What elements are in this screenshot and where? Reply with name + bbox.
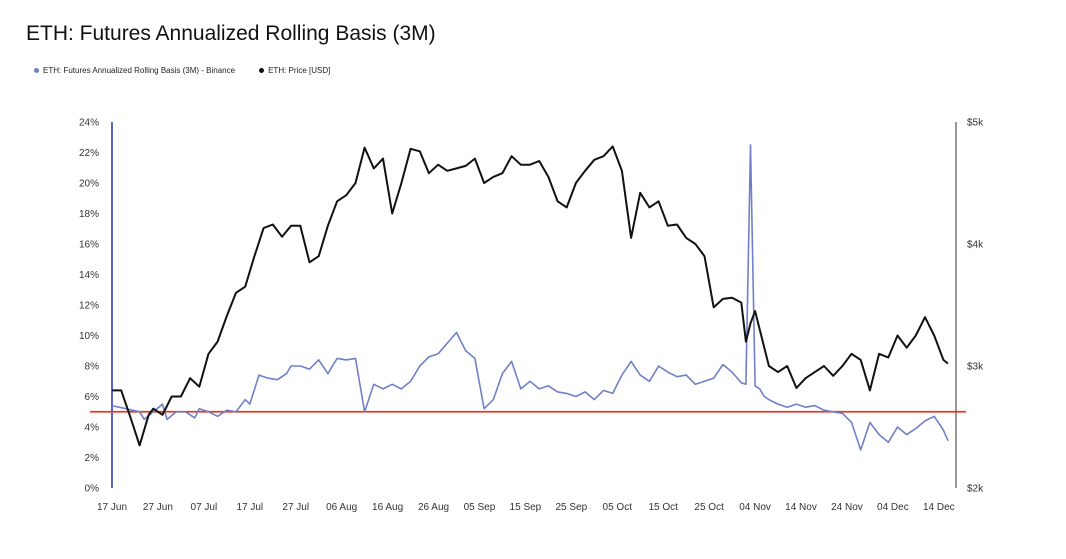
legend-dot-price bbox=[259, 68, 265, 73]
legend-item-price[interactable]: ETH: Price [USD] bbox=[259, 66, 330, 75]
y-left-tick-label: 6% bbox=[85, 392, 100, 403]
y-right-tick-label: $4k bbox=[967, 240, 984, 251]
x-tick-label: 25 Oct bbox=[694, 502, 724, 513]
x-tick-label: 17 Jun bbox=[97, 502, 127, 513]
y-left-tick-label: 20% bbox=[79, 179, 99, 190]
y-left-tick-label: 22% bbox=[79, 148, 99, 159]
series-line-price[interactable] bbox=[112, 145, 949, 447]
x-tick-label: 06 Aug bbox=[326, 502, 357, 513]
x-tick-label: 15 Oct bbox=[648, 502, 678, 513]
y-right-tick-label: $5k bbox=[967, 118, 984, 129]
x-tick-label: 05 Sep bbox=[464, 502, 496, 513]
x-tick-label: 16 Aug bbox=[372, 502, 403, 513]
y-left-tick-label: 4% bbox=[85, 423, 100, 434]
x-tick-label: 07 Jul bbox=[191, 502, 218, 513]
y-left-tick-label: 24% bbox=[79, 118, 99, 129]
x-tick-label: 26 Aug bbox=[418, 502, 449, 513]
legend-label-price: ETH: Price [USD] bbox=[268, 66, 331, 75]
chart-title: ETH: Futures Annualized Rolling Basis (3… bbox=[26, 22, 436, 45]
x-tick-label: 14 Dec bbox=[923, 502, 955, 513]
y-left-tick-label: 14% bbox=[79, 270, 99, 281]
y-left-tick-label: 8% bbox=[85, 362, 100, 373]
x-tick-label: 14 Nov bbox=[785, 502, 817, 513]
x-tick-label: 27 Jun bbox=[143, 502, 173, 513]
y-left-tick-label: 12% bbox=[79, 301, 99, 312]
x-tick-label: 25 Sep bbox=[555, 502, 587, 513]
legend-item-basis[interactable]: ETH: Futures Annualized Rolling Basis (3… bbox=[34, 66, 235, 75]
series-line-basis[interactable] bbox=[111, 144, 949, 451]
legend-label-basis: ETH: Futures Annualized Rolling Basis (3… bbox=[43, 66, 236, 75]
y-left-tick-label: 18% bbox=[79, 209, 99, 220]
y-left-tick-label: 16% bbox=[79, 240, 99, 251]
y-left-tick-label: 10% bbox=[79, 331, 99, 342]
x-tick-label: 15 Sep bbox=[510, 502, 542, 513]
y-right-tick-label: $2k bbox=[967, 484, 984, 495]
x-tick-label: 04 Dec bbox=[877, 502, 909, 513]
x-tick-label: 05 Oct bbox=[603, 502, 633, 513]
y-left-tick-label: 2% bbox=[85, 453, 100, 464]
x-tick-label: 17 Jul bbox=[236, 502, 263, 513]
legend: ETH: Futures Annualized Rolling Basis (3… bbox=[34, 66, 330, 75]
x-tick-label: 04 Nov bbox=[739, 502, 771, 513]
y-right-tick-label: $3k bbox=[967, 362, 984, 373]
y-left-tick-label: 0% bbox=[85, 484, 100, 495]
legend-dot-basis bbox=[34, 68, 39, 73]
x-tick-label: 24 Nov bbox=[831, 502, 863, 513]
x-tick-label: 27 Jul bbox=[282, 502, 309, 513]
